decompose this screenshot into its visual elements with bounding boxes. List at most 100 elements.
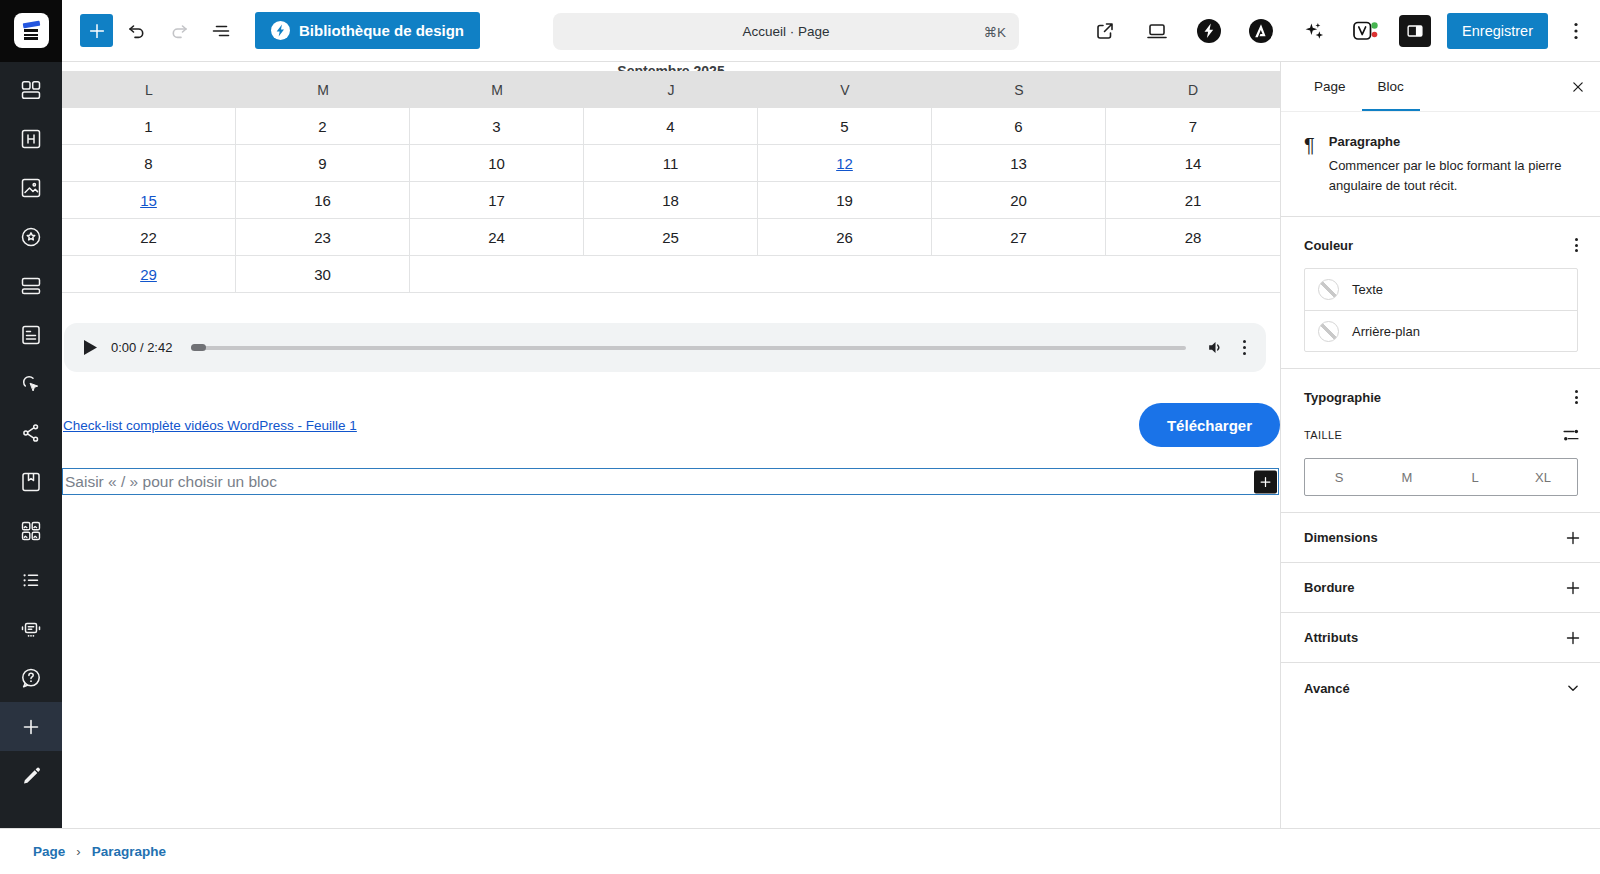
block-inserter-button[interactable] xyxy=(80,14,113,47)
audio-time: 0:00 / 2:42 xyxy=(111,340,172,355)
plus-icon xyxy=(1562,627,1584,649)
design-library-button[interactable]: Bibliothèque de design xyxy=(255,12,480,49)
help-icon xyxy=(19,666,43,690)
calendar-day-cell xyxy=(410,256,1280,293)
options-menu-button[interactable] xyxy=(1564,13,1588,49)
carousel-icon xyxy=(19,617,43,641)
advanced-accordion[interactable]: Avancé xyxy=(1281,663,1600,713)
sidebar-toggle-icon xyxy=(1404,20,1426,42)
calendar-day-link-cell[interactable]: 29 xyxy=(62,256,236,293)
preview-button[interactable] xyxy=(1139,13,1175,49)
save-button[interactable]: Enregistrer xyxy=(1447,13,1548,49)
font-size-l[interactable]: L xyxy=(1441,459,1509,495)
calendar-day-cell: 22 xyxy=(62,219,236,256)
ai-assistant-button[interactable] xyxy=(1295,13,1331,49)
tab-page[interactable]: Page xyxy=(1298,62,1362,111)
calendar-day-link[interactable]: 12 xyxy=(836,155,853,172)
redo-button[interactable] xyxy=(161,13,197,49)
breadcrumb-paragraph[interactable]: Paragraphe xyxy=(92,844,166,859)
calendar-day-link[interactable]: 15 xyxy=(140,192,157,209)
site-logo[interactable] xyxy=(0,0,62,62)
calendar-day-cell: 16 xyxy=(236,182,410,219)
a-badge-icon xyxy=(1248,18,1274,44)
sheet-link[interactable]: Check-list complète vidéos WordPress - F… xyxy=(63,418,357,433)
sidebar-item-image[interactable] xyxy=(0,163,62,212)
calendar-day-link-cell[interactable]: 12 xyxy=(758,145,932,182)
size-settings-button[interactable] xyxy=(1560,424,1582,446)
calendar-day-cell: 3 xyxy=(410,108,584,145)
color-section: Couleur Texte Arrière-plan xyxy=(1281,217,1600,369)
yoast-seo-button[interactable] xyxy=(1347,13,1383,49)
settings-sidebar-toggle[interactable] xyxy=(1399,15,1431,47)
plus-icon xyxy=(1258,474,1273,489)
cursor-click-icon xyxy=(19,372,43,396)
list-view-button[interactable] xyxy=(203,13,239,49)
inline-inserter-button[interactable] xyxy=(1254,470,1277,493)
sidebar-item-document[interactable] xyxy=(0,310,62,359)
view-site-button[interactable] xyxy=(1087,13,1123,49)
typography-options-button[interactable] xyxy=(1571,386,1582,408)
extendify-button[interactable] xyxy=(1191,13,1227,49)
sidebar-item-gallery[interactable] xyxy=(0,506,62,555)
breadcrumb-page[interactable]: Page xyxy=(33,844,65,859)
font-size-m[interactable]: M xyxy=(1373,459,1441,495)
command-bar[interactable]: Accueil · Page ⌘K xyxy=(553,13,1019,50)
audio-menu-button[interactable] xyxy=(1239,336,1251,360)
background-color-row[interactable]: Arrière-plan xyxy=(1305,310,1577,351)
download-button[interactable]: Télécharger xyxy=(1139,403,1280,447)
kebab-icon xyxy=(1564,19,1588,43)
attributes-accordion[interactable]: Attributs xyxy=(1281,613,1600,663)
calendar-day-link[interactable]: 29 xyxy=(140,266,157,283)
border-accordion[interactable]: Bordure xyxy=(1281,563,1600,613)
color-options-button[interactable] xyxy=(1571,234,1582,256)
settings-panel: Page Bloc ¶ Paragraphe Commencer par le … xyxy=(1280,62,1600,828)
sidebar-item-badge[interactable] xyxy=(0,212,62,261)
color-box: Texte Arrière-plan xyxy=(1304,268,1578,352)
play-icon xyxy=(84,340,97,355)
text-color-row[interactable]: Texte xyxy=(1305,269,1577,310)
audio-volume-button[interactable] xyxy=(1206,338,1225,357)
lightning-badge-icon xyxy=(1196,18,1222,44)
sidebar-item-help[interactable] xyxy=(0,653,62,702)
sidebar-item-carousel[interactable] xyxy=(0,604,62,653)
dimensions-accordion[interactable]: Dimensions xyxy=(1281,513,1600,563)
audio-seek-thumb[interactable] xyxy=(191,344,206,351)
calendar-day-header: M xyxy=(236,71,410,108)
calendar-day-cell: 5 xyxy=(758,108,932,145)
chevron-down-icon xyxy=(1562,677,1584,699)
site-logo-icon xyxy=(14,13,49,48)
sidebar-item-share[interactable] xyxy=(0,408,62,457)
close-settings-button[interactable] xyxy=(1566,75,1590,99)
undo-button[interactable] xyxy=(119,13,155,49)
sidebar-item-edit[interactable] xyxy=(0,751,62,800)
no-color-swatch-icon xyxy=(1318,321,1339,342)
breadcrumb-bar: Page › Paragraphe xyxy=(0,828,1600,874)
paragraph-block[interactable]: Saisir « / » pour choisir un bloc xyxy=(62,468,1279,495)
sidebar-item-heading[interactable] xyxy=(0,114,62,163)
font-size-xl[interactable]: XL xyxy=(1509,459,1577,495)
audio-play-button[interactable] xyxy=(84,340,97,355)
patterns-icon xyxy=(19,78,43,102)
gallery-icon xyxy=(19,519,43,543)
sidebar-item-add-block[interactable] xyxy=(0,702,62,751)
calendar-day-link-cell[interactable]: 15 xyxy=(62,182,236,219)
calendar-day-cell: 8 xyxy=(62,145,236,182)
font-size-s[interactable]: S xyxy=(1305,459,1373,495)
calendar-day-cell: 9 xyxy=(236,145,410,182)
sliders-icon xyxy=(1560,424,1582,446)
list-icon xyxy=(19,568,43,592)
sidebar-item-list[interactable] xyxy=(0,555,62,604)
sidebar-item-rows[interactable] xyxy=(0,261,62,310)
calendar-day-header: V xyxy=(758,71,932,108)
sidebar-item-book[interactable] xyxy=(0,457,62,506)
color-section-title: Couleur xyxy=(1304,238,1353,253)
sidebar-item-patterns[interactable] xyxy=(0,65,62,114)
close-icon xyxy=(1568,77,1588,97)
sidebar-item-click-tracker[interactable] xyxy=(0,359,62,408)
calendar-day-cell: 11 xyxy=(584,145,758,182)
audio-seek-slider[interactable] xyxy=(191,346,1185,350)
volume-icon xyxy=(1206,338,1225,357)
calendar-day-cell: 2 xyxy=(236,108,410,145)
astra-button[interactable] xyxy=(1243,13,1279,49)
tab-block[interactable]: Bloc xyxy=(1362,62,1420,111)
